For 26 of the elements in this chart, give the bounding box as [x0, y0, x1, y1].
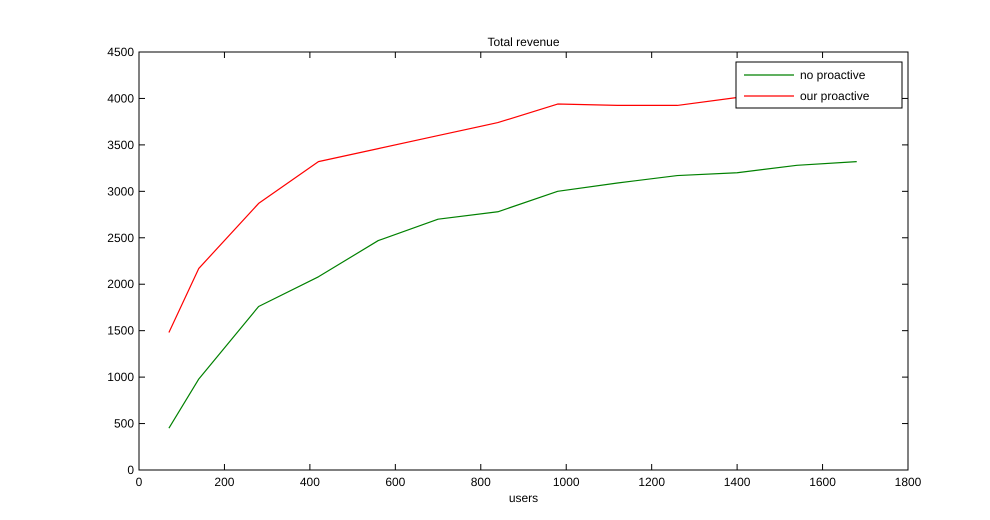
x-tick-label: 1800	[894, 475, 922, 489]
y-tick-label: 2000	[107, 277, 134, 292]
x-tick-label: 1000	[552, 475, 580, 489]
legend-label: our proactive	[800, 89, 870, 103]
x-tick-label: 800	[470, 475, 492, 489]
y-tick-label: 4500	[107, 45, 134, 59]
y-tick-label: 1000	[107, 370, 134, 384]
y-tick-label: 3000	[107, 184, 134, 198]
y-tick-label: 3500	[107, 138, 134, 152]
x-tick-label: 400	[300, 475, 320, 489]
x-tick-label: 1400	[724, 475, 751, 489]
line-series	[168, 96, 738, 334]
legend-label: no proactive	[800, 68, 866, 82]
line-series	[168, 161, 858, 429]
y-tick-label: 1500	[107, 324, 134, 338]
chart-title: Total revenue	[487, 35, 560, 49]
x-tick-label: 600	[385, 475, 406, 489]
x-tick-label: 1600	[809, 475, 836, 489]
y-tick-label: 4000	[107, 91, 134, 106]
y-tick-label: 500	[114, 416, 134, 431]
x-axis-title: users	[508, 491, 538, 505]
y-tick-label: 2500	[107, 230, 134, 245]
x-tick-label: 0	[136, 475, 143, 489]
y-tick-label: 0	[127, 463, 134, 477]
x-tick-label: 1200	[638, 475, 666, 489]
x-tick-label: 200	[214, 475, 235, 489]
